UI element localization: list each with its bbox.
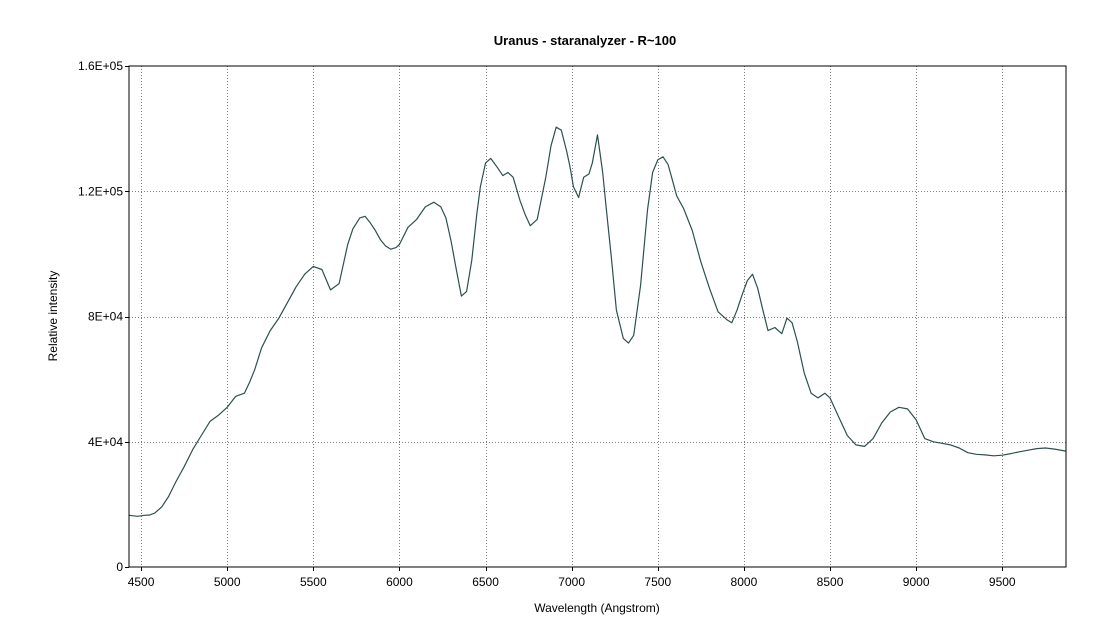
y-tick-label: 4E+04 xyxy=(88,435,123,449)
grid xyxy=(129,66,1066,567)
x-tick-label: 5500 xyxy=(300,575,327,589)
x-axis-label: Wavelength (Angstrom) xyxy=(534,601,660,615)
x-tick-label: 8000 xyxy=(731,575,758,589)
x-tick-label: 6000 xyxy=(386,575,413,589)
y-tick-label: 1.6E+05 xyxy=(78,59,123,73)
x-tick-label: 6500 xyxy=(472,575,499,589)
x-tick-label: 4500 xyxy=(128,575,155,589)
x-tick-label: 7500 xyxy=(644,575,671,589)
plot-frame xyxy=(128,65,1067,568)
y-axis-label: Relative intensity xyxy=(46,271,60,362)
x-tick-label: 9000 xyxy=(903,575,930,589)
spectrum-series-line xyxy=(128,126,1067,517)
x-tick-label: 5000 xyxy=(214,575,241,589)
x-tick-label: 9500 xyxy=(989,575,1016,589)
plot-background xyxy=(129,66,1066,567)
y-tick-label: 1.2E+05 xyxy=(78,184,123,198)
y-axis-ticks: 0 4E+04 8E+04 1.2E+05 1.6E+05 xyxy=(78,59,129,574)
x-tick-label: 7000 xyxy=(558,575,585,589)
series-layer xyxy=(128,126,1067,517)
chart-title: Uranus - staranalyzer - R~100 xyxy=(494,33,676,48)
y-tick-label: 0 xyxy=(116,560,123,574)
y-tick-label: 8E+04 xyxy=(88,310,123,324)
x-tick-label: 8500 xyxy=(817,575,844,589)
x-axis-ticks: 4500 5000 5500 6000 6500 7000 7500 8000 8500 9000… xyxy=(128,567,1016,589)
